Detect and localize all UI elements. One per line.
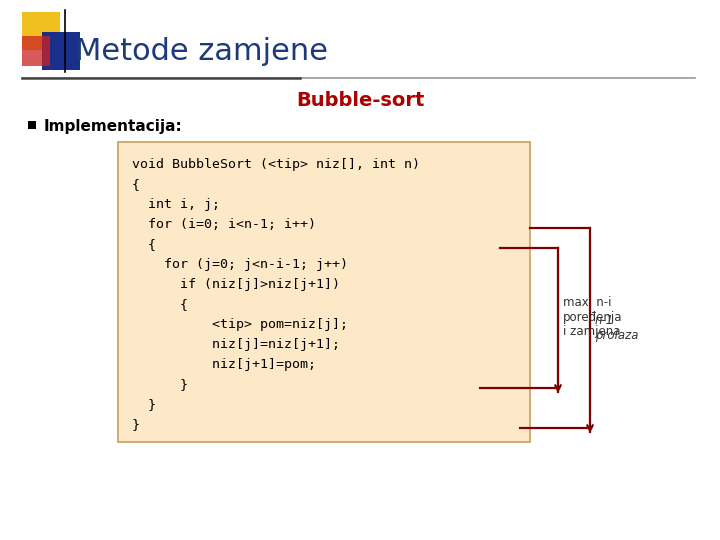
Bar [42, 32, 80, 70]
Text: int i, j;: int i, j; [132, 198, 220, 211]
Text: i zamjena: i zamjena [563, 325, 621, 338]
Text: {: { [132, 178, 140, 191]
Text: {: { [132, 298, 188, 311]
Text: for (i=0; i<n-1; i++): for (i=0; i<n-1; i++) [132, 218, 316, 231]
Text: max. n-i: max. n-i [563, 296, 611, 309]
Text: niz[j+1]=pom;: niz[j+1]=pom; [132, 358, 316, 371]
Text: }: } [132, 378, 188, 391]
Text: {: { [132, 238, 156, 251]
Bar [22, 12, 60, 50]
Text: if (niz[j]>niz[j+1]): if (niz[j]>niz[j+1]) [132, 278, 340, 291]
Text: n-1: n-1 [595, 314, 614, 327]
Text: poređenja: poređenja [563, 310, 623, 323]
Bar [28, 121, 36, 129]
Text: Metode zamjene: Metode zamjene [75, 37, 328, 66]
Text: prolaza: prolaza [595, 328, 639, 341]
Text: for (j=0; j<n-i-1; j++): for (j=0; j<n-i-1; j++) [132, 258, 348, 271]
Text: <tip> pom=niz[j];: <tip> pom=niz[j]; [132, 318, 348, 331]
FancyBboxPatch shape [118, 142, 530, 442]
Text: }: } [132, 418, 140, 431]
Text: void BubbleSort (<tip> niz[], int n): void BubbleSort (<tip> niz[], int n) [132, 158, 420, 171]
Text: Implementacija:: Implementacija: [44, 118, 183, 133]
Text: }: } [132, 398, 156, 411]
Text: niz[j]=niz[j+1];: niz[j]=niz[j+1]; [132, 338, 340, 351]
Text: Bubble-sort: Bubble-sort [296, 91, 424, 110]
Bar [22, 36, 50, 66]
